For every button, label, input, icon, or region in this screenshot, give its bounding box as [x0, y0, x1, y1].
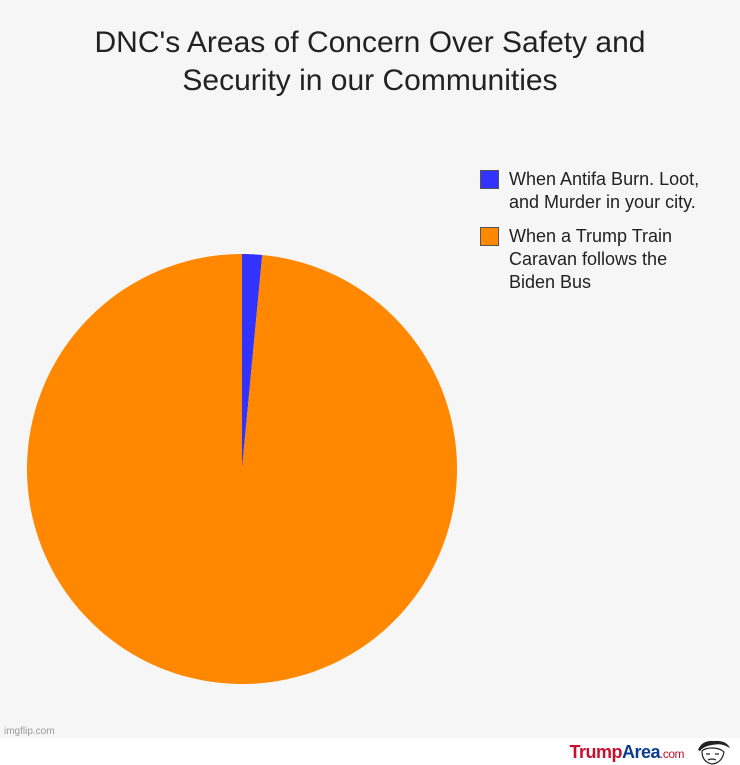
trumparea-logo-text[interactable]: TrumpArea.com	[569, 742, 684, 764]
footer-bar: TrumpArea.com	[0, 738, 740, 765]
trump-face-icon	[698, 740, 730, 765]
chart-title: DNC's Areas of Concern Over Safety and S…	[94, 26, 646, 97]
legend-label-antifa: When Antifa Burn. Loot, and Murder in yo…	[509, 169, 700, 212]
legend-swatch-antifa	[480, 170, 499, 189]
brand-part-trump: Trump	[569, 742, 622, 762]
brand-part-area: Area	[621, 742, 661, 762]
chart-area: DNC's Areas of Concern Over Safety and S…	[4, 26, 700, 737]
brand-part-com: .com	[659, 747, 685, 761]
legend-label-trump-train: When a Trump Train Caravan follows the B…	[509, 226, 673, 292]
pie-chart	[26, 254, 457, 684]
legend-swatch-trump-train	[480, 227, 499, 246]
pie-slice-antifa	[242, 254, 263, 469]
imgflip-watermark: imgflip.com	[4, 726, 55, 737]
pie-slice-trump-train	[26, 254, 457, 684]
